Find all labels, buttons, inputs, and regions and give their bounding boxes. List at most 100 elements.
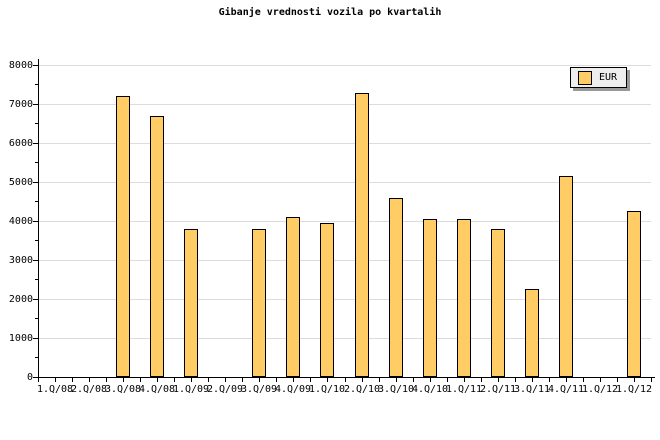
y-tick-label: 6000 [8, 138, 33, 149]
x-tick-mark [106, 378, 107, 382]
y-tick-mark [33, 221, 38, 222]
x-tick-mark [651, 378, 652, 382]
x-tick-label: 3.Q/09 [240, 384, 278, 395]
x-tick-mark [566, 378, 567, 382]
x-tick-mark [123, 378, 124, 382]
gridline [38, 182, 651, 183]
y-tick-label: 5000 [8, 177, 33, 188]
x-tick-mark [583, 378, 584, 382]
x-tick-mark [38, 378, 39, 382]
gridline [38, 299, 651, 300]
bar-3q10-10 [389, 198, 403, 377]
y-tick-minor-mark [35, 84, 38, 85]
gridline [38, 104, 651, 105]
x-tick-mark [276, 378, 277, 382]
chart-title: Gibanje vrednosti vozila po kvartalih [218, 7, 442, 18]
x-tick-mark [634, 378, 635, 382]
legend-label: EUR [599, 72, 618, 83]
y-tick-label: 7000 [8, 99, 33, 110]
bar-1q11-12 [457, 219, 471, 377]
x-tick-mark [430, 378, 431, 382]
x-tick-label: 2.Q/08 [70, 384, 108, 395]
x-tick-mark [174, 378, 175, 382]
x-tick-label: 2.Q/10 [343, 384, 381, 395]
y-tick-label: 0 [26, 372, 33, 383]
y-tick-label: 8000 [8, 60, 33, 71]
y-tick-mark [33, 65, 38, 66]
bar-3q08-2 [116, 96, 130, 377]
x-tick-mark [293, 378, 294, 382]
x-tick-label: 1.Q/10 [308, 384, 346, 395]
x-tick-label: 3.Q/08 [104, 384, 142, 395]
x-tick-mark [208, 378, 209, 382]
y-tick-minor-mark [35, 162, 38, 163]
x-axis-line [38, 377, 655, 378]
x-tick-mark [617, 378, 618, 382]
gridline [38, 143, 651, 144]
x-tick-mark [532, 378, 533, 382]
y-tick-minor-mark [35, 357, 38, 358]
gridline [38, 65, 651, 66]
y-tick-minor-mark [35, 123, 38, 124]
x-tick-mark [413, 378, 414, 382]
x-tick-mark [55, 378, 56, 382]
x-tick-mark [464, 378, 465, 382]
gridline [38, 338, 651, 339]
y-tick-minor-mark [35, 279, 38, 280]
y-tick-minor-mark [35, 201, 38, 202]
y-tick-label: 3000 [8, 255, 33, 266]
x-tick-mark [515, 378, 516, 382]
y-tick-mark [33, 299, 38, 300]
x-tick-mark [191, 378, 192, 382]
bar-1q12-17 [627, 211, 641, 377]
x-tick-label: 3.Q/11 [513, 384, 551, 395]
y-tick-mark [33, 338, 38, 339]
y-tick-mark [33, 143, 38, 144]
x-tick-label: 4.Q/09 [274, 384, 312, 395]
y-tick-label: 2000 [8, 294, 33, 305]
x-tick-label: 2.Q/09 [206, 384, 244, 395]
y-tick-label: 1000 [8, 333, 33, 344]
x-tick-mark [259, 378, 260, 382]
x-tick-mark [225, 378, 226, 382]
x-tick-mark [362, 378, 363, 382]
y-tick-mark [33, 377, 38, 378]
x-tick-mark [89, 378, 90, 382]
bar-1q10-8 [320, 223, 334, 377]
y-tick-label: 4000 [8, 216, 33, 227]
x-tick-label: 1.Q/09 [172, 384, 210, 395]
x-tick-label: 1.Q/12 [581, 384, 619, 395]
bar-2q11-13 [491, 229, 505, 377]
y-tick-mark [33, 260, 38, 261]
legend-swatch-icon [578, 70, 592, 85]
y-tick-mark [33, 104, 38, 105]
x-tick-mark [396, 378, 397, 382]
x-tick-label: 3.Q/10 [377, 384, 415, 395]
x-tick-mark [481, 378, 482, 382]
x-tick-label: 4.Q/08 [138, 384, 176, 395]
x-tick-label: 4.Q/10 [411, 384, 449, 395]
x-tick-mark [345, 378, 346, 382]
legend: EUR [570, 67, 628, 88]
x-tick-mark [140, 378, 141, 382]
x-tick-mark [498, 378, 499, 382]
bar-1q09-4 [184, 229, 198, 377]
y-tick-minor-mark [35, 318, 38, 319]
bar-3q11-14 [525, 289, 539, 377]
x-tick-mark [72, 378, 73, 382]
x-tick-mark [379, 378, 380, 382]
x-tick-mark [327, 378, 328, 382]
x-tick-mark [157, 378, 158, 382]
x-tick-mark [549, 378, 550, 382]
y-axis-line [38, 59, 39, 378]
x-tick-mark [600, 378, 601, 382]
gridline [38, 221, 651, 222]
x-tick-mark [447, 378, 448, 382]
gridline [38, 260, 651, 261]
x-tick-label: 2.Q/11 [479, 384, 517, 395]
x-tick-mark [242, 378, 243, 382]
bar-4q08-3 [150, 116, 164, 377]
bar-4q09-7 [286, 217, 300, 377]
